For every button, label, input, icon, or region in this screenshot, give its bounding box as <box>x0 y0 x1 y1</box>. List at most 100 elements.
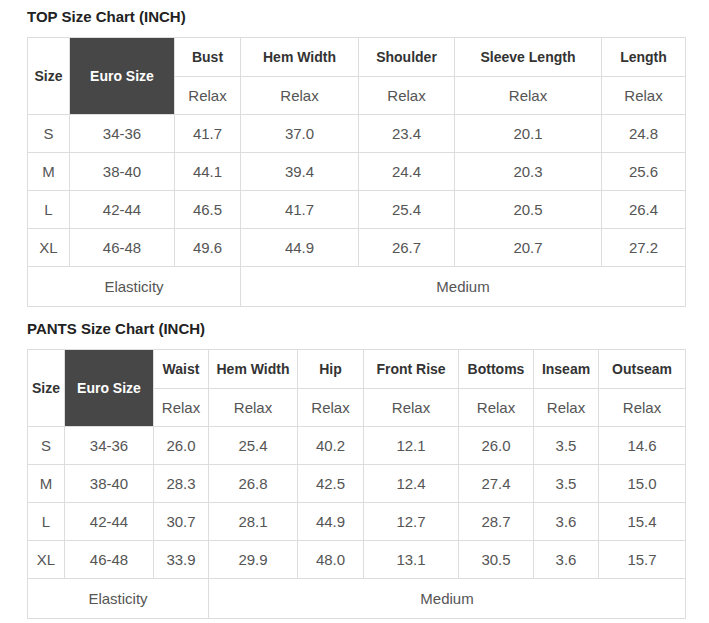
euro-size-column-header: Euro Size <box>70 38 175 115</box>
measure-value-cell: 20.7 <box>455 229 602 267</box>
size-column-header: Size <box>28 350 65 427</box>
elasticity-value-cell: Medium <box>209 579 686 619</box>
measure-value-cell: 28.3 <box>154 465 209 503</box>
measure-value-cell: 37.0 <box>241 115 359 153</box>
measure-value-cell: 27.2 <box>602 229 686 267</box>
measure-value-cell: 26.4 <box>602 191 686 229</box>
euro-size-cell: 38-40 <box>65 465 154 503</box>
relax-fit-cell: Relax <box>364 389 459 427</box>
measure-value-cell: 33.9 <box>154 541 209 579</box>
table-row: M38-4028.326.842.512.427.43.515.0 <box>28 465 686 503</box>
relax-fit-cell: Relax <box>298 389 364 427</box>
relax-fit-cell: Relax <box>602 77 686 115</box>
measure-column-header: Sleeve Length <box>455 38 602 77</box>
header-row-columns: SizeEuro SizeWaistHem WidthHipFront Rise… <box>28 350 686 389</box>
relax-fit-cell: Relax <box>209 389 298 427</box>
measure-value-cell: 28.7 <box>459 503 534 541</box>
measure-value-cell: 20.3 <box>455 153 602 191</box>
measure-column-header: Front Rise <box>364 350 459 389</box>
measure-value-cell: 41.7 <box>241 191 359 229</box>
size-chart-table: SizeEuro SizeBustHem WidthShoulderSleeve… <box>27 37 686 307</box>
table-header: SizeEuro SizeBustHem WidthShoulderSleeve… <box>28 38 686 115</box>
size-cell: XL <box>28 541 65 579</box>
euro-size-cell: 42-44 <box>70 191 175 229</box>
elasticity-value-cell: Medium <box>241 267 686 307</box>
measure-value-cell: 15.0 <box>599 465 686 503</box>
euro-size-cell: 34-36 <box>70 115 175 153</box>
relax-fit-cell: Relax <box>459 389 534 427</box>
chart-title: TOP Size Chart (INCH) <box>27 9 685 25</box>
elasticity-label-cell: Elasticity <box>28 267 241 307</box>
table-body: S34-3626.025.440.212.126.03.514.6M38-402… <box>28 427 686 579</box>
measure-value-cell: 12.1 <box>364 427 459 465</box>
euro-size-cell: 34-36 <box>65 427 154 465</box>
measure-value-cell: 41.7 <box>175 115 241 153</box>
chart-title: PANTS Size Chart (INCH) <box>27 321 685 337</box>
measure-column-header: Hip <box>298 350 364 389</box>
table-row: S34-3641.737.023.420.124.8 <box>28 115 686 153</box>
measure-column-header: Shoulder <box>359 38 455 77</box>
relax-fit-cell: Relax <box>359 77 455 115</box>
measure-value-cell: 25.6 <box>602 153 686 191</box>
relax-fit-cell: Relax <box>534 389 599 427</box>
measure-column-header: Hem Width <box>241 38 359 77</box>
table-row: XL46-4849.644.926.720.727.2 <box>28 229 686 267</box>
measure-value-cell: 20.5 <box>455 191 602 229</box>
measure-value-cell: 27.4 <box>459 465 534 503</box>
table-body: S34-3641.737.023.420.124.8M38-4044.139.4… <box>28 115 686 267</box>
measure-value-cell: 44.9 <box>241 229 359 267</box>
measure-column-header: Bust <box>175 38 241 77</box>
size-cell: XL <box>28 229 70 267</box>
measure-column-header: Hem Width <box>209 350 298 389</box>
measure-value-cell: 40.2 <box>298 427 364 465</box>
elasticity-row: ElasticityMedium <box>28 267 686 307</box>
euro-size-cell: 46-48 <box>70 229 175 267</box>
elasticity-label-cell: Elasticity <box>28 579 209 619</box>
measure-value-cell: 12.7 <box>364 503 459 541</box>
measure-value-cell: 48.0 <box>298 541 364 579</box>
measure-value-cell: 44.1 <box>175 153 241 191</box>
size-chart-table: SizeEuro SizeWaistHem WidthHipFront Rise… <box>27 349 686 619</box>
measure-value-cell: 3.5 <box>534 427 599 465</box>
size-column-header: Size <box>28 38 70 115</box>
relax-fit-cell: Relax <box>241 77 359 115</box>
size-cell: M <box>28 153 70 191</box>
size-cell: L <box>28 191 70 229</box>
relax-fit-cell: Relax <box>154 389 209 427</box>
euro-size-cell: 42-44 <box>65 503 154 541</box>
measure-column-header: Outseam <box>599 350 686 389</box>
measure-column-header: Bottoms <box>459 350 534 389</box>
size-chart-section: TOP Size Chart (INCH) SizeEuro SizeBustHe… <box>27 9 685 307</box>
table-row: M38-4044.139.424.420.325.6 <box>28 153 686 191</box>
size-cell: M <box>28 465 65 503</box>
measure-value-cell: 46.5 <box>175 191 241 229</box>
size-cell: S <box>28 115 70 153</box>
euro-size-cell: 38-40 <box>70 153 175 191</box>
measure-value-cell: 30.7 <box>154 503 209 541</box>
measure-value-cell: 39.4 <box>241 153 359 191</box>
measure-column-header: Length <box>602 38 686 77</box>
table-header: SizeEuro SizeWaistHem WidthHipFront Rise… <box>28 350 686 427</box>
table-row: L42-4430.728.144.912.728.73.615.4 <box>28 503 686 541</box>
measure-value-cell: 26.8 <box>209 465 298 503</box>
measure-value-cell: 20.1 <box>455 115 602 153</box>
measure-value-cell: 25.4 <box>359 191 455 229</box>
elasticity-row: ElasticityMedium <box>28 579 686 619</box>
measure-value-cell: 3.6 <box>534 541 599 579</box>
measure-value-cell: 49.6 <box>175 229 241 267</box>
measure-value-cell: 26.0 <box>459 427 534 465</box>
measure-column-header: Inseam <box>534 350 599 389</box>
relax-fit-cell: Relax <box>175 77 241 115</box>
measure-value-cell: 26.7 <box>359 229 455 267</box>
measure-value-cell: 14.6 <box>599 427 686 465</box>
size-chart-section: PANTS Size Chart (INCH) SizeEuro SizeWais… <box>27 321 685 619</box>
table-footer: ElasticityMedium <box>28 267 686 307</box>
measure-value-cell: 23.4 <box>359 115 455 153</box>
size-cell: S <box>28 427 65 465</box>
header-row-columns: SizeEuro SizeBustHem WidthShoulderSleeve… <box>28 38 686 77</box>
measure-value-cell: 12.4 <box>364 465 459 503</box>
measure-value-cell: 25.4 <box>209 427 298 465</box>
relax-fit-cell: Relax <box>455 77 602 115</box>
measure-column-header: Waist <box>154 350 209 389</box>
table-row: S34-3626.025.440.212.126.03.514.6 <box>28 427 686 465</box>
